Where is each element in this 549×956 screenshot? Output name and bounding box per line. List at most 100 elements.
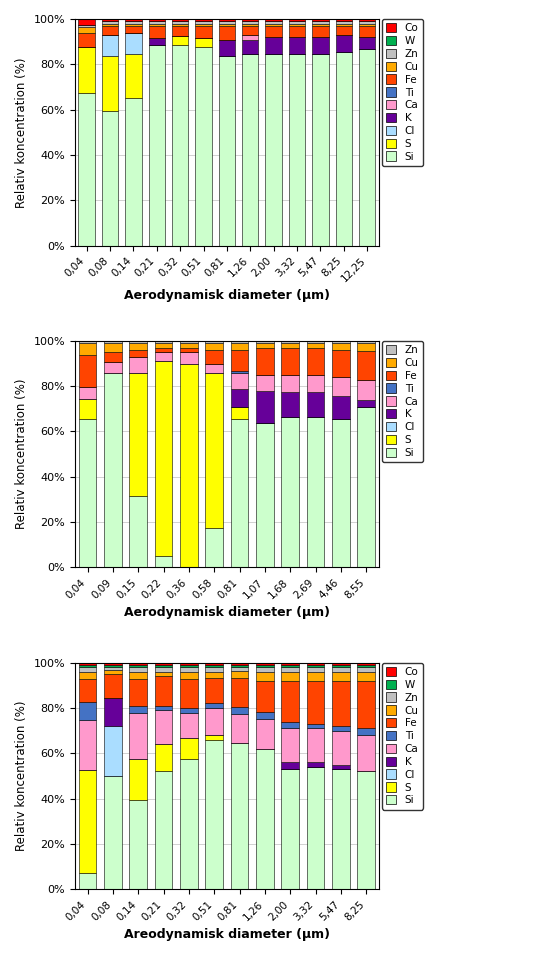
Bar — [79, 19, 95, 25]
Bar — [195, 24, 212, 26]
Bar — [155, 343, 172, 348]
Bar — [172, 24, 188, 26]
Bar — [205, 735, 223, 740]
Bar — [155, 672, 172, 676]
Bar — [205, 343, 223, 350]
Bar — [104, 373, 122, 568]
Bar — [79, 93, 95, 246]
Bar — [312, 26, 329, 37]
Bar — [307, 681, 324, 724]
Bar — [256, 712, 274, 719]
Bar — [125, 33, 142, 54]
Bar — [79, 672, 97, 679]
Bar — [195, 19, 212, 21]
Bar — [130, 672, 147, 679]
Bar — [149, 21, 165, 24]
Bar — [104, 727, 122, 776]
Bar — [256, 391, 274, 424]
Bar — [205, 704, 223, 708]
Bar — [357, 380, 375, 400]
Bar — [281, 681, 299, 722]
Bar — [256, 375, 274, 391]
X-axis label: Aerodynamisk diameter (μm): Aerodynamisk diameter (μm) — [124, 606, 330, 619]
Bar — [149, 24, 165, 26]
Bar — [130, 759, 147, 800]
Bar — [149, 45, 165, 246]
Bar — [312, 21, 329, 24]
Bar — [79, 702, 97, 720]
Bar — [307, 392, 324, 417]
Bar — [195, 37, 212, 47]
Bar — [332, 663, 350, 664]
Bar — [307, 664, 324, 667]
Bar — [242, 54, 259, 246]
Bar — [149, 37, 165, 45]
Bar — [332, 672, 350, 681]
Bar — [256, 719, 274, 749]
Bar — [180, 667, 198, 672]
Y-axis label: Relativ koncentration (%): Relativ koncentration (%) — [15, 57, 28, 207]
Bar — [357, 663, 375, 664]
Bar — [205, 740, 223, 889]
Bar — [335, 52, 352, 246]
Bar — [102, 112, 118, 246]
Bar — [79, 33, 95, 48]
Bar — [289, 19, 305, 21]
Bar — [205, 363, 223, 373]
Bar — [219, 40, 235, 56]
Bar — [266, 37, 282, 54]
Bar — [332, 343, 350, 350]
Bar — [307, 767, 324, 889]
Bar — [335, 19, 352, 21]
Y-axis label: Relativ koncentration (%): Relativ koncentration (%) — [15, 701, 28, 851]
Bar — [155, 556, 172, 568]
Bar — [172, 35, 188, 45]
Bar — [219, 19, 235, 21]
Bar — [205, 340, 223, 343]
Bar — [79, 679, 97, 702]
Bar — [180, 352, 198, 363]
Bar — [231, 707, 248, 714]
Bar — [281, 663, 299, 664]
Bar — [335, 24, 352, 26]
Bar — [155, 744, 172, 771]
Bar — [256, 340, 274, 343]
Bar — [155, 663, 172, 664]
Bar — [180, 708, 198, 713]
Bar — [104, 698, 122, 727]
Bar — [281, 343, 299, 348]
Bar — [256, 681, 274, 712]
Bar — [102, 24, 118, 26]
Bar — [125, 19, 142, 21]
Bar — [205, 664, 223, 667]
Bar — [104, 353, 122, 361]
Bar — [180, 759, 198, 889]
Bar — [205, 350, 223, 363]
Bar — [219, 21, 235, 24]
Bar — [79, 663, 97, 664]
Bar — [231, 419, 248, 568]
Bar — [357, 664, 375, 667]
Bar — [307, 672, 324, 681]
Bar — [256, 663, 274, 664]
Bar — [312, 19, 329, 21]
Legend: Co, W, Zn, Cu, Fe, Ti, Ca, K, Cl, S, Si: Co, W, Zn, Cu, Fe, Ti, Ca, K, Cl, S, Si — [382, 663, 423, 810]
Bar — [149, 19, 165, 21]
Bar — [256, 667, 274, 672]
Bar — [180, 343, 198, 348]
Bar — [281, 770, 299, 889]
Bar — [205, 667, 223, 672]
Bar — [104, 663, 122, 665]
Bar — [149, 26, 165, 37]
Bar — [125, 26, 142, 33]
Bar — [102, 56, 118, 112]
Bar — [79, 48, 95, 93]
Bar — [180, 663, 198, 664]
Bar — [307, 348, 324, 376]
Bar — [79, 399, 97, 420]
Bar — [79, 667, 97, 672]
Bar — [231, 664, 248, 667]
Bar — [130, 800, 147, 889]
Bar — [332, 765, 350, 770]
Bar — [332, 419, 350, 568]
